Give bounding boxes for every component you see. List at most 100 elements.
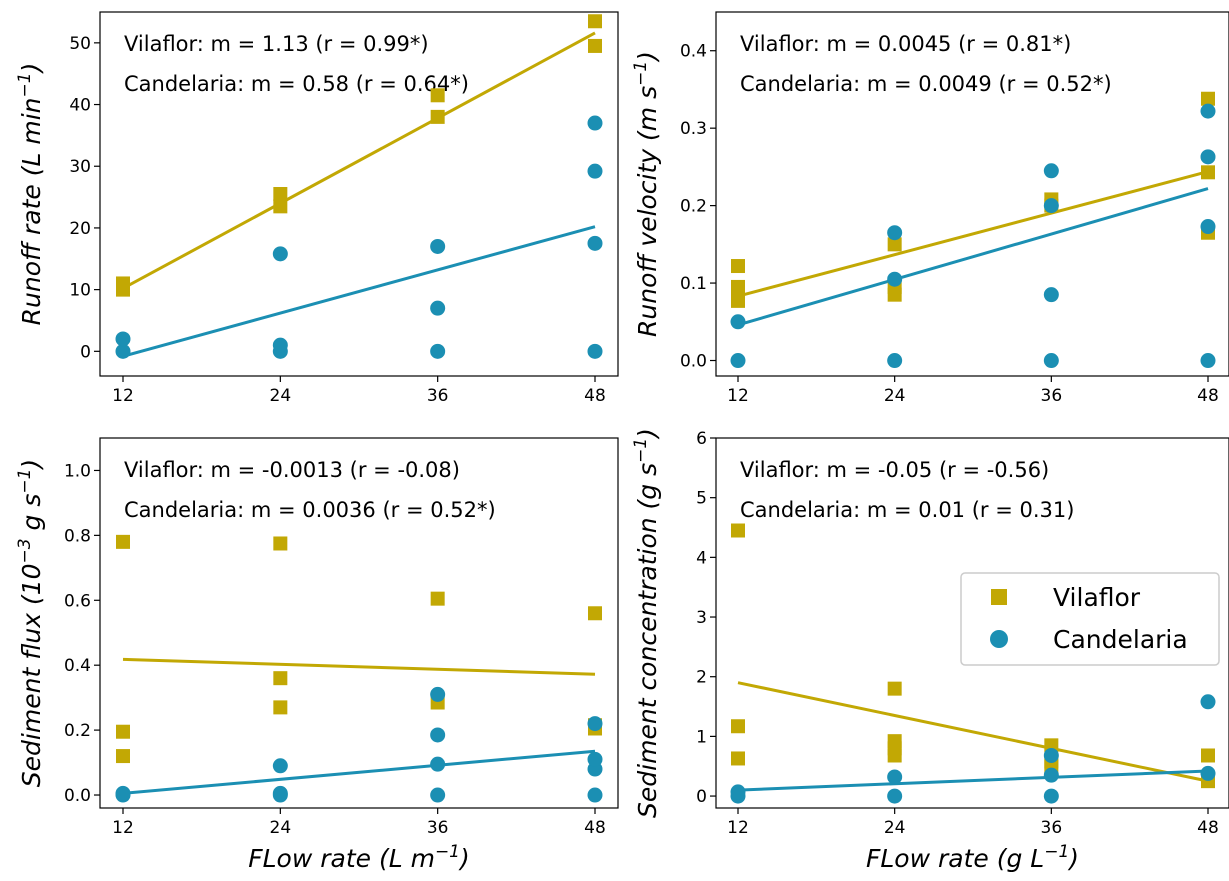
fit-line-vilaflor (737, 170, 1209, 298)
y-tick-label: 0.4 (680, 42, 707, 62)
point-vilaflor (1201, 748, 1215, 763)
point-vilaflor (430, 88, 445, 103)
point-candelaria (887, 788, 903, 804)
fit-line-vilaflor (122, 31, 596, 290)
y-tick-label: 30 (69, 157, 91, 177)
point-candelaria (430, 343, 446, 359)
point-candelaria (1200, 765, 1216, 781)
point-vilaflor (273, 671, 288, 686)
fit-line-candelaria (122, 749, 596, 795)
x-tick-label: 24 (884, 818, 906, 838)
stats-annotation-vilaflor: Vilaflor: m = -0.05 (r = -0.56) (740, 458, 1049, 482)
x-axis-label: FLow rate (g L−1) (866, 842, 1079, 873)
x-tick-label: 12 (112, 386, 134, 406)
point-vilaflor (731, 523, 745, 538)
stats-annotation-candelaria: Candelaria: m = 0.58 (r = 0.64*) (124, 72, 469, 96)
x-axis-label: FLow rate (L m−1) (248, 842, 470, 873)
y-tick-label: 40 (69, 96, 91, 116)
point-candelaria (115, 785, 131, 801)
point-candelaria (430, 686, 446, 702)
point-vilaflor (731, 719, 745, 734)
point-candelaria (1043, 353, 1059, 369)
x-tick-label: 12 (727, 386, 749, 406)
stats-annotation-vilaflor: Vilaflor: m = -0.0013 (r = -0.08) (124, 458, 460, 482)
point-vilaflor (1201, 165, 1215, 180)
stats-annotation-candelaria: Candelaria: m = 0.0049 (r = 0.52*) (740, 72, 1112, 96)
y-tick-label: 3 (696, 608, 707, 628)
point-candelaria (1043, 163, 1059, 179)
point-candelaria (887, 271, 903, 287)
x-tick-label: 48 (1197, 818, 1219, 838)
stats-annotation-vilaflor: Vilaflor: m = 1.13 (r = 0.99*) (124, 32, 429, 56)
legend-frame (960, 572, 1220, 666)
point-vilaflor (273, 536, 288, 551)
point-candelaria (587, 343, 603, 359)
y-axis-label: Sediment flux (10−3 g s−1) (15, 459, 46, 787)
stats-annotation-candelaria: Candelaria: m = 0.01 (r = 0.31) (740, 498, 1074, 522)
y-tick-label: 0.2 (64, 721, 91, 741)
point-candelaria (1043, 767, 1059, 783)
y-tick-label: 4 (696, 548, 707, 568)
fit-line-candelaria (122, 225, 596, 358)
x-tick-label: 36 (1041, 818, 1063, 838)
y-tick-label: 20 (69, 219, 91, 239)
point-candelaria (887, 353, 903, 369)
point-vilaflor (1201, 91, 1215, 106)
y-tick-label: 10 (69, 281, 91, 301)
fit-line-candelaria (737, 769, 1209, 792)
point-candelaria (587, 751, 603, 767)
fit-line-vilaflor (737, 681, 1209, 783)
legend: Vilaflor Candelaria (960, 572, 1220, 666)
point-candelaria (587, 163, 603, 179)
point-vilaflor (116, 724, 130, 739)
y-tick-label: 0.3 (680, 119, 707, 139)
y-tick-label: 0.6 (64, 591, 91, 611)
point-candelaria (730, 784, 746, 800)
point-candelaria (1200, 149, 1216, 165)
point-vilaflor (1044, 738, 1059, 753)
point-candelaria (1200, 219, 1216, 235)
x-tick-label: 36 (427, 818, 449, 838)
point-candelaria (1043, 788, 1059, 804)
y-tick-label: 5 (696, 489, 707, 509)
point-candelaria (887, 225, 903, 241)
point-candelaria (430, 300, 446, 316)
point-candelaria (587, 716, 603, 732)
point-candelaria (887, 769, 903, 785)
point-vilaflor (588, 14, 602, 29)
plot-frame (715, 437, 1229, 809)
x-tick-label: 12 (727, 818, 749, 838)
point-candelaria (272, 246, 288, 262)
point-candelaria (272, 785, 288, 801)
x-tick-label: 36 (1041, 386, 1063, 406)
x-tick-label: 24 (270, 818, 292, 838)
x-tick-label: 24 (884, 386, 906, 406)
point-candelaria (1043, 198, 1059, 214)
x-tick-label: 24 (270, 386, 292, 406)
legend-label-candelaria: Candelaria (1053, 625, 1188, 654)
point-vilaflor (273, 187, 288, 201)
x-tick-label: 36 (427, 386, 449, 406)
point-candelaria (1043, 747, 1059, 763)
y-tick-label: 0.8 (64, 526, 91, 546)
x-tick-label: 12 (112, 818, 134, 838)
y-tick-label: 2 (696, 668, 707, 688)
point-vilaflor (731, 751, 745, 766)
point-candelaria (587, 115, 603, 131)
point-vilaflor (731, 279, 745, 294)
point-candelaria (730, 314, 746, 330)
x-tick-label: 48 (584, 386, 606, 406)
fit-line-vilaflor (122, 657, 596, 676)
point-candelaria (587, 235, 603, 251)
point-candelaria (272, 758, 288, 774)
point-candelaria (1200, 694, 1216, 710)
point-candelaria (430, 238, 446, 254)
point-candelaria (430, 787, 446, 803)
point-vilaflor (887, 681, 902, 696)
y-tick-label: 50 (69, 34, 91, 54)
y-tick-label: 1.0 (64, 461, 91, 481)
y-tick-label: 0.1 (680, 274, 707, 294)
point-candelaria (115, 343, 131, 359)
